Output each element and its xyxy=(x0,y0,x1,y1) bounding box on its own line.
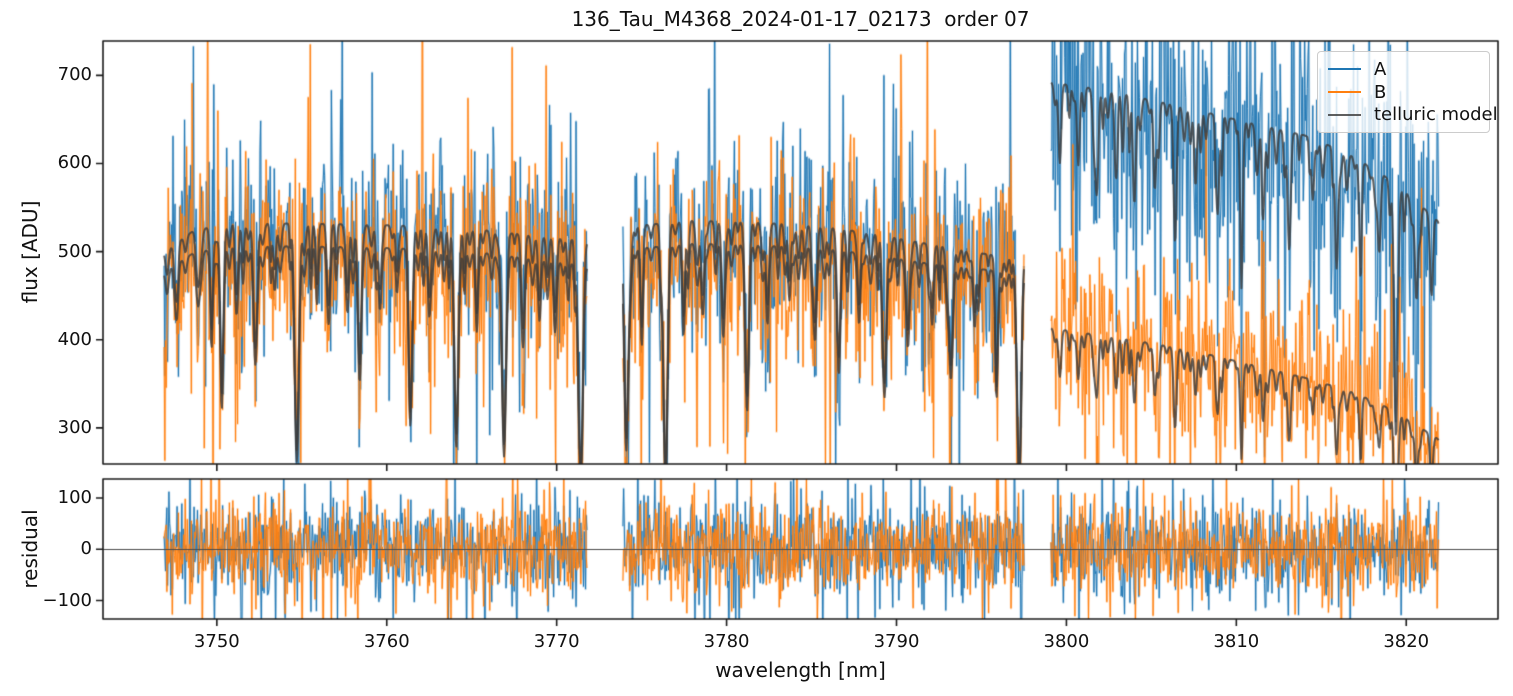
x-axis-label: wavelength [nm] xyxy=(715,658,886,682)
residual-y-tick-label: 100 xyxy=(57,486,92,508)
legend: A B telluric model xyxy=(1317,51,1498,133)
flux-y-tick-label: 700 xyxy=(57,64,92,86)
legend-label-a: A xyxy=(1374,58,1387,80)
x-tick-label: 3760 xyxy=(363,631,410,652)
residual-y-tick-label: 0 xyxy=(80,538,92,560)
x-tick-label: 3750 xyxy=(193,631,240,652)
legend-item-a: A xyxy=(1328,58,1479,81)
flux-y-tick-label: 500 xyxy=(57,240,92,262)
x-tick-label: 3790 xyxy=(873,631,920,652)
legend-label-b: B xyxy=(1374,81,1387,103)
x-tick-label: 3770 xyxy=(533,631,580,652)
flux-y-tick-label: 300 xyxy=(57,416,92,438)
flux-y-tick-label: 600 xyxy=(57,152,92,174)
x-tick-label: 3780 xyxy=(703,631,750,652)
x-tick-label: 3820 xyxy=(1383,631,1430,652)
legend-item-telluric: telluric model xyxy=(1328,103,1498,126)
legend-label-telluric: telluric model xyxy=(1374,104,1498,126)
residual-y-tick-label: −100 xyxy=(42,589,92,611)
legend-line-b-icon xyxy=(1328,91,1361,93)
plot-title: 136_Tau_M4368_2024-01-17_02173 order 07 xyxy=(571,7,1030,31)
flux-y-tick-label: 400 xyxy=(57,328,92,350)
legend-line-a-icon xyxy=(1328,68,1361,71)
legend-line-telluric-icon xyxy=(1328,113,1361,116)
legend-item-b: B xyxy=(1328,81,1479,104)
x-tick-label: 3810 xyxy=(1213,631,1260,652)
x-tick-label: 3800 xyxy=(1043,631,1090,652)
